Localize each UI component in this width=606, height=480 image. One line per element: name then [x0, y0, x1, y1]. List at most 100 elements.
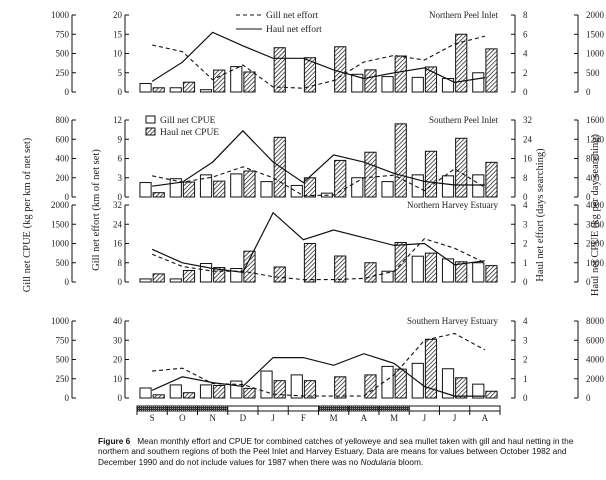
gill-effort-axis-tick-label: 24 — [113, 219, 123, 229]
gill-cpue-bar — [351, 177, 364, 198]
legend-label: Gill net effort — [266, 10, 318, 21]
haul-cpue-bar — [273, 380, 286, 399]
gill-cpue-axis-tick-label: 0 — [65, 277, 70, 287]
haul-cpue-bar — [455, 377, 468, 399]
caption-tail: bloom. — [398, 456, 424, 467]
month-label: J — [423, 413, 427, 423]
haul-effort-axis-tick-label: 6 — [523, 29, 528, 39]
haul-cpue-bar — [424, 150, 438, 198]
haul-effort-axis-tick-label: 4 — [523, 49, 528, 59]
haul-cpue-axis-tick-label: 2000 — [586, 10, 605, 20]
haul-cpue-bar — [213, 180, 226, 198]
gill-cpue-axis-tick-label: 1000 — [51, 316, 70, 326]
haul-cpue-bar — [273, 266, 286, 283]
haul-effort-axis-tick-label: 8 — [523, 10, 528, 20]
gill-cpue-axis-tick-label: 400 — [56, 154, 70, 164]
haul-cpue-axis-tick-label: 0 — [586, 192, 591, 202]
haul-cpue-bar — [152, 394, 165, 399]
haul-cpue-bar — [182, 392, 196, 399]
gill-cpue-bar — [230, 173, 243, 198]
gill-cpue-axis-tick-label: 0 — [65, 87, 70, 97]
gill-effort-line — [152, 166, 486, 197]
gill-cpue-axis-tick-label: 500 — [56, 49, 70, 59]
haul-cpue-bar — [152, 87, 165, 93]
gill-cpue-bar — [139, 278, 152, 283]
month-label: M — [330, 413, 338, 423]
gill-cpue-bar — [169, 384, 182, 399]
haul-cpue-axis-tick-label: 1000 — [586, 49, 605, 59]
haul-cpue-axis-tick-label: 4000 — [586, 355, 605, 365]
month-label: A — [482, 413, 489, 423]
haul-cpue-bar — [243, 387, 256, 399]
haul-effort-axis-tick-label: 3 — [523, 219, 528, 229]
haul-effort-axis-tick-label: 2 — [523, 355, 528, 365]
haul-cpue-bar — [364, 262, 377, 283]
gill-cpue-bar — [411, 255, 424, 283]
haul-cpue-bar — [455, 261, 468, 283]
bar-legend: Gill net CPUE Haul net CPUE — [145, 115, 219, 138]
season-bar-dark-segment — [137, 406, 228, 411]
season-bar-dark-segment — [318, 406, 410, 411]
haul-effort-axis-tick-label: 0 — [523, 192, 528, 202]
haul-cpue-axis-tick-label: 2000 — [586, 239, 605, 249]
gill-cpue-bar — [472, 262, 485, 283]
haul-cpue-bar — [394, 55, 407, 93]
haul-cpue-axis-tick-label: 1500 — [586, 29, 605, 39]
haul-effort-axis-tick-label: 24 — [523, 134, 533, 144]
haul-effort-axis-tick-label: 4 — [523, 316, 528, 326]
haul-cpue-bar — [364, 69, 377, 93]
gill-cpue-bar — [411, 76, 424, 93]
haul-cpue-bar — [182, 181, 196, 198]
haul-cpue-bar — [243, 71, 256, 93]
haul-cpue-bar — [303, 380, 317, 399]
haul-effort-axis-tick-label: 8 — [523, 173, 528, 183]
legend-hatched-swatch — [145, 127, 156, 136]
haul-cpue-bar — [213, 267, 226, 283]
haul-cpue-bar — [485, 161, 498, 198]
gill-effort-line — [151, 238, 486, 281]
y-axis-title-haul-cpue: Haul net CPUE (kg per day searching) — [590, 133, 601, 296]
gill-cpue-bar — [169, 87, 182, 93]
legend-label: Haul net CPUE — [160, 128, 219, 138]
haul-effort-axis-tick-label: 32 — [523, 115, 532, 125]
gill-effort-axis-tick-label: 15 — [113, 29, 123, 39]
figure-caption: Figure 6 Mean monthly effort and CPUE fo… — [98, 436, 592, 467]
gill-cpue-axis-tick-label: 2000 — [51, 200, 70, 210]
gill-effort-axis-tick-label: 5 — [118, 68, 123, 78]
haul-cpue-bar — [394, 242, 407, 283]
haul-effort-axis-tick-label: 0 — [523, 87, 528, 97]
gill-effort-axis-tick-label: 6 — [118, 154, 123, 164]
haul-cpue-axis-tick-label: 0 — [586, 393, 591, 403]
haul-cpue-bar — [364, 151, 377, 198]
gill-cpue-bar — [472, 174, 485, 198]
gill-cpue-axis-tick-label: 750 — [56, 335, 70, 345]
gill-cpue-axis-tick-label: 1500 — [51, 219, 70, 229]
haul-effort-line — [151, 31, 485, 84]
caption-text: Mean monthly effort and CPUE for combine… — [98, 436, 574, 467]
haul-cpue-bar — [334, 159, 347, 198]
haul-cpue-bar — [394, 368, 407, 399]
gill-cpue-bar — [230, 380, 243, 399]
gill-cpue-bar — [290, 184, 303, 198]
gill-cpue-bar — [381, 76, 394, 93]
panel-northern-harvey-estuary: 0 500 1000 1500 2000 0 8 16 24 32 0 1 2 3 4 0 1000 2000 30… — [51, 200, 605, 287]
haul-cpue-bar — [182, 269, 196, 283]
gill-cpue-axis-tick-label: 600 — [56, 134, 70, 144]
haul-effort-axis-tick-label: 2 — [523, 68, 528, 78]
gill-cpue-bar — [381, 270, 394, 283]
gill-effort-axis-tick-label: 20 — [113, 10, 123, 20]
month-label: M — [390, 413, 398, 423]
haul-cpue-axis-tick-label: 1000 — [586, 258, 605, 268]
gill-cpue-bar — [139, 182, 152, 198]
haul-cpue-bar — [273, 47, 286, 93]
gill-cpue-bar — [381, 365, 394, 399]
haul-cpue-axis-tick-label: 3000 — [586, 219, 605, 229]
gill-cpue-axis-tick-label: 0 — [65, 393, 70, 403]
gill-cpue-bar — [260, 181, 273, 198]
haul-cpue-axis-tick-label: 0 — [586, 87, 591, 97]
haul-cpue-bar — [334, 46, 347, 93]
haul-cpue-bar — [394, 123, 407, 198]
haul-cpue-bar — [303, 57, 317, 93]
gill-cpue-axis-tick-label: 750 — [56, 29, 70, 39]
gill-cpue-bar — [441, 175, 455, 198]
